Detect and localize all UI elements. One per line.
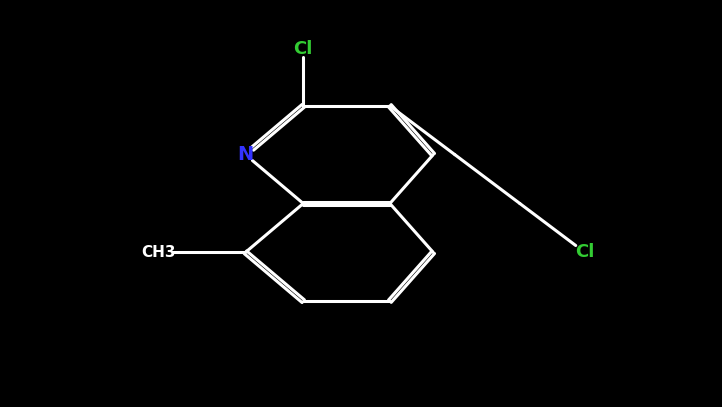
- Text: Cl: Cl: [294, 40, 313, 58]
- Text: Cl: Cl: [575, 243, 594, 261]
- Text: N: N: [238, 145, 253, 164]
- Text: CH3: CH3: [142, 245, 176, 260]
